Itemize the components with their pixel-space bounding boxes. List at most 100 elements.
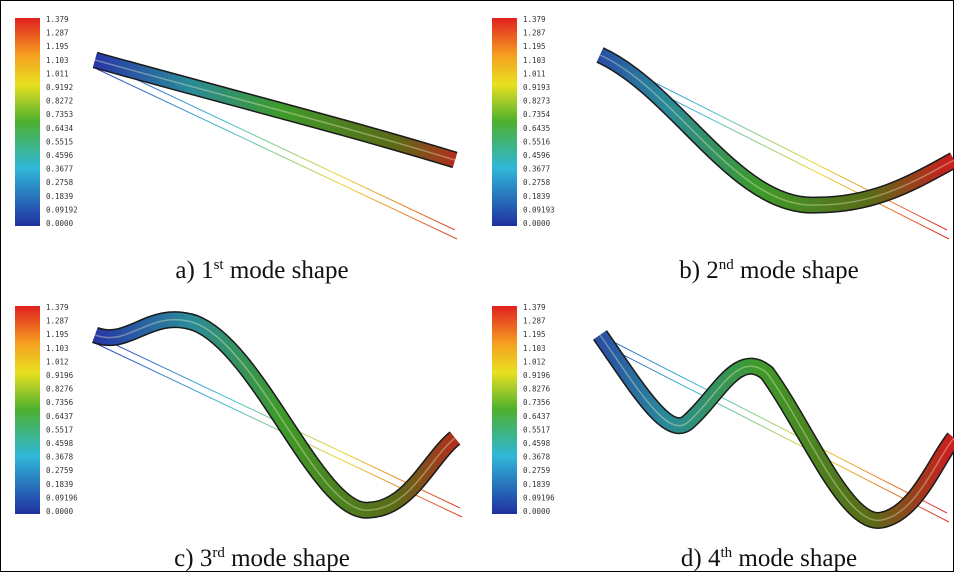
legend-label: 0.4598 [46, 439, 74, 448]
beam-outline [593, 330, 954, 529]
panel: 1.379 1.287 1.195 1.103 1.012 0.9196 0.8276 0.7… [492, 303, 954, 572]
caption-text: mode shape [734, 257, 859, 284]
beam-highlight [599, 334, 954, 521]
caption: a) 1st mode shape [175, 257, 348, 284]
legend-label: 0.9196 [46, 371, 74, 380]
legend-label: 1.011 [523, 69, 546, 78]
undeformed-beam [94, 59, 456, 231]
legend-label: 0.0000 [523, 219, 551, 228]
legend-label: 0.3678 [46, 453, 74, 462]
caption-text: b) 2 [679, 257, 719, 284]
legend-label: 0.8272 [46, 97, 73, 106]
legend-label: 0.6435 [523, 124, 550, 133]
legend-label: 0.3677 [46, 165, 73, 174]
legend-label: 1.287 [523, 317, 546, 326]
beam-highlight [94, 318, 456, 511]
legend-label: 0.09192 [46, 205, 78, 214]
legend-label: 1.287 [46, 317, 69, 326]
legend-label: 0.8276 [523, 385, 551, 394]
caption-sup: nd [719, 257, 735, 273]
caption-sup: th [720, 545, 732, 561]
legend-label: 0.1839 [46, 192, 73, 201]
caption-text: c) 3 [174, 545, 212, 572]
legend-label: 1.012 [523, 357, 546, 366]
legend-label: 0.5517 [46, 425, 73, 434]
color-bar [492, 306, 517, 514]
legend-label: 0.7354 [523, 110, 551, 119]
legend-label: 0.3678 [523, 453, 551, 462]
legend-label: 0.2759 [46, 466, 73, 475]
legend-label: 0.7353 [46, 110, 73, 119]
legend-label: 1.379 [523, 303, 546, 312]
legend-label: 0.2758 [523, 178, 551, 187]
legend-label: 0.0000 [46, 219, 74, 228]
legend-label: 0.2758 [46, 178, 74, 187]
legend-label: 0.1839 [523, 192, 550, 201]
legend-label: 0.1839 [46, 480, 73, 489]
legend-label: 1.011 [46, 69, 69, 78]
legend-label: 0.8273 [523, 97, 550, 106]
legend-label: 1.195 [523, 42, 546, 51]
legend-label: 0.4596 [523, 151, 551, 160]
legend-label: 0.09196 [523, 493, 555, 502]
legend-label: 0.6437 [46, 412, 73, 421]
deformed-beam [92, 312, 460, 518]
legend-label: 0.0000 [523, 507, 551, 516]
panel: 1.379 1.287 1.195 1.103 1.011 0.9192 0.8272 0.7… [15, 15, 458, 284]
legend-label: 0.5516 [523, 137, 551, 146]
legend-label: 0.6437 [523, 412, 550, 421]
legend-label: 0.09193 [523, 205, 555, 214]
legend-label: 1.379 [46, 303, 69, 312]
legend-label: 0.9192 [46, 83, 73, 92]
legend-label: 0.0000 [46, 507, 74, 516]
caption: b) 2nd mode shape [679, 257, 859, 284]
caption: d) 4th mode shape [681, 545, 857, 572]
legend-label: 1.103 [523, 344, 546, 353]
legend-label: 1.287 [523, 29, 546, 38]
caption: c) 3rd mode shape [174, 545, 350, 572]
panel: 1.379 1.287 1.195 1.103 1.011 0.9193 0.8273 0.7… [492, 15, 954, 284]
color-bar [15, 18, 40, 226]
caption-sup: rd [212, 545, 225, 561]
legend-label: 0.9193 [523, 83, 550, 92]
deformed-beam [596, 48, 954, 213]
legend-label: 0.5515 [46, 137, 73, 146]
color-bar [492, 18, 517, 226]
legend-label: 0.5517 [523, 425, 550, 434]
legend-label: 1.012 [46, 357, 69, 366]
deformed-beam [594, 330, 954, 528]
panel: 1.379 1.287 1.195 1.103 1.012 0.9196 0.8276 0.7… [15, 303, 463, 572]
legend-label: 0.7356 [523, 398, 551, 407]
beam-highlight [94, 59, 456, 161]
deformed-beam [93, 53, 458, 167]
legend-label: 1.195 [46, 330, 69, 339]
legend-label: 1.195 [523, 330, 546, 339]
legend-label: 1.195 [46, 42, 69, 51]
undeformed-beam [599, 334, 948, 514]
caption-text: d) 4 [681, 545, 721, 572]
legend-label: 0.4596 [46, 151, 74, 160]
beam-highlight [599, 54, 954, 206]
caption-text: mode shape [224, 257, 349, 284]
legend-label: 0.2759 [523, 466, 550, 475]
caption-text: mode shape [732, 545, 857, 572]
legend-label: 0.7356 [46, 398, 74, 407]
legend-label: 1.287 [46, 29, 69, 38]
legend-label: 0.3677 [523, 165, 550, 174]
undeformed-beam [96, 68, 458, 240]
legend-label: 1.103 [523, 56, 546, 65]
legend-label: 0.4598 [523, 439, 551, 448]
legend-label: 0.1839 [523, 480, 550, 489]
legend-label: 0.09196 [46, 493, 78, 502]
legend-label: 1.103 [46, 56, 69, 65]
caption-text: mode shape [225, 545, 350, 572]
legend-label: 0.8276 [46, 385, 74, 394]
color-bar [15, 306, 40, 514]
legend-label: 0.9196 [523, 371, 551, 380]
legend-label: 1.379 [523, 15, 546, 24]
legend-label: 0.6434 [46, 124, 74, 133]
legend-label: 1.379 [46, 15, 69, 24]
caption-text: a) 1 [175, 257, 213, 284]
